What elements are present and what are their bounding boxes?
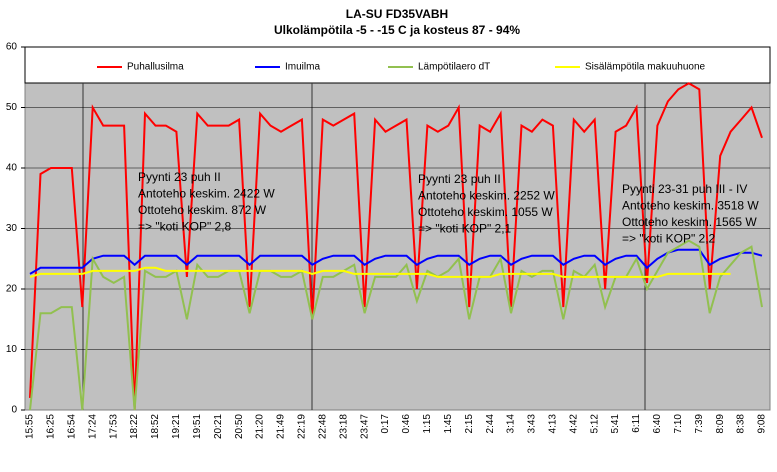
x-tick-label: 8:09 xyxy=(715,414,726,434)
x-tick-label: 6:40 xyxy=(652,414,663,434)
x-tick-label: 21:20 xyxy=(255,414,266,439)
x-tick-label: 4:42 xyxy=(568,414,579,434)
y-tick-label: 10 xyxy=(6,344,18,355)
legend-label: Lämpötilaero dT xyxy=(418,62,490,73)
x-tick-label: 9:08 xyxy=(757,414,768,434)
annotation: Pyynti 23 puh II xyxy=(418,172,501,186)
x-tick-label: 5:12 xyxy=(589,414,600,434)
x-tick-label: 19:51 xyxy=(192,414,203,439)
x-tick-label: 0:17 xyxy=(380,414,391,434)
x-tick-label: 23:47 xyxy=(359,414,370,439)
chart-title: LA-SU FD35VABH xyxy=(346,7,448,21)
x-tick-label: 20:50 xyxy=(234,414,245,439)
series-line xyxy=(29,248,763,275)
legend-label: Puhallusilma xyxy=(127,62,184,73)
x-tick-label: 22:48 xyxy=(317,414,328,439)
x-tick-label: 3:43 xyxy=(527,414,538,434)
x-tick-label: 20:21 xyxy=(213,414,224,439)
chart-subtitle: Ulkolämpötila -5 - -15 C ja kosteus 87 -… xyxy=(274,23,520,37)
x-tick-label: 6:11 xyxy=(631,414,642,433)
y-tick-label: 20 xyxy=(6,284,18,295)
annotation: Ottoteho keskim. 872 W xyxy=(138,203,267,217)
annotation: Antoteho keskim. 3518 W xyxy=(622,199,759,213)
x-tick-label: 5:41 xyxy=(610,414,621,434)
x-tick-label: 1:15 xyxy=(422,414,433,434)
annotation: => "koti KOP" 2,2 xyxy=(622,232,716,246)
x-tick-label: 4:13 xyxy=(547,414,558,434)
x-tick-label: 2:44 xyxy=(485,414,496,434)
annotation: Ottoteho keskim. 1565 W xyxy=(622,215,757,229)
legend-label: Imuilma xyxy=(285,62,320,73)
series-line xyxy=(29,82,763,411)
x-tick-label: 2:15 xyxy=(464,414,475,434)
x-tick-label: 21:49 xyxy=(276,414,287,439)
y-tick-label: 0 xyxy=(11,405,17,416)
x-tick-label: 1:45 xyxy=(443,414,454,434)
annotation: => "koti KOP" 2,1 xyxy=(418,222,512,236)
x-tick-label: 18:52 xyxy=(150,414,161,439)
x-tick-label: 7:10 xyxy=(673,414,684,434)
x-tick-label: 7:39 xyxy=(694,414,705,434)
annotation: => "koti KOP" 2,8 xyxy=(138,220,232,234)
x-tick-label: 16:54 xyxy=(66,414,77,439)
x-tick-label: 22:19 xyxy=(297,414,308,439)
series-line xyxy=(29,239,763,411)
x-tick-label: 23:18 xyxy=(338,414,349,439)
x-tick-label: 17:53 xyxy=(108,414,119,439)
legend-label: Sisälämpötila makuuhuone xyxy=(585,62,706,73)
x-tick-label: 15:55 xyxy=(25,414,36,439)
x-tick-label: 3:14 xyxy=(506,414,517,434)
series-line xyxy=(29,266,731,278)
x-tick-label: 8:38 xyxy=(736,414,747,434)
x-tick-label: 16:25 xyxy=(46,414,57,439)
annotation: Pyynti 23-31 puh III - IV xyxy=(622,182,747,196)
x-tick-label: 19:21 xyxy=(171,414,182,439)
annotation: Antoteho keskim. 2252 W xyxy=(418,189,555,203)
annotation: Antoteho keskim. 2422 W xyxy=(138,187,275,201)
y-tick-label: 40 xyxy=(6,163,18,174)
annotation: Pyynti 23 puh II xyxy=(138,170,221,184)
y-tick-label: 50 xyxy=(6,102,18,113)
legend-box xyxy=(24,46,771,84)
x-tick-label: 18:22 xyxy=(129,414,140,439)
y-tick-label: 60 xyxy=(6,42,18,53)
y-tick-label: 30 xyxy=(6,223,18,234)
x-tick-label: 17:24 xyxy=(87,414,98,439)
annotation: Ottoteho keskim. 1055 W xyxy=(418,205,553,219)
x-tick-label: 0:46 xyxy=(401,414,412,434)
